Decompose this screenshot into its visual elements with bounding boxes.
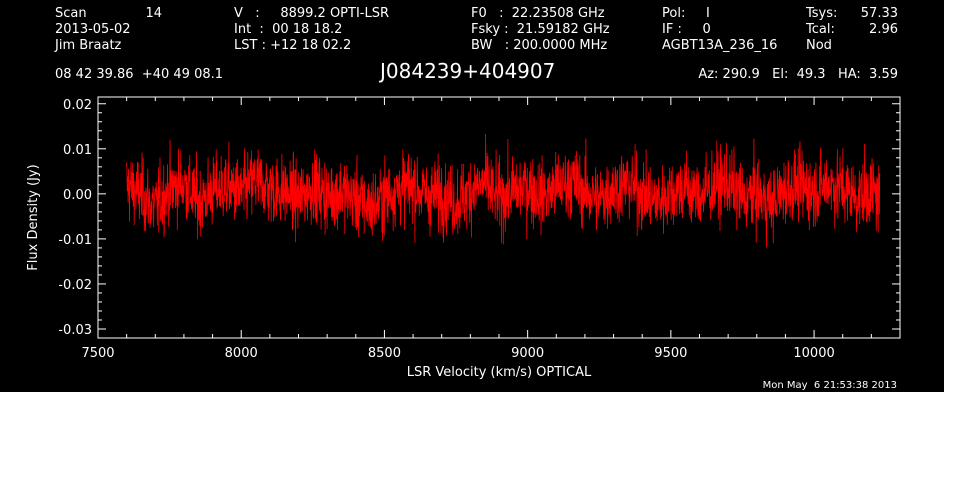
tcal-label: Tcal: (806, 22, 835, 37)
spectrum-chart: 7500 8000 8500 9000 9500 10000 0.02 0.01 0.00 -0.… (26, 96, 901, 380)
plot-panel: Scan 14 2013-05-02 Jim Braatz 08 42 39.8… (0, 0, 944, 392)
x-axis-label: LSR Velocity (km/s) OPTICAL (407, 365, 592, 380)
scan-label: Scan (55, 6, 87, 21)
y-axis-label: Flux Density (Jy) (26, 164, 41, 270)
if-line: IF : 0 (662, 22, 711, 37)
x-tick-label: 9000 (511, 346, 544, 361)
plot-frame (97, 96, 901, 339)
scan-number: 14 (145, 6, 162, 21)
y-tick-label: 0.02 (63, 98, 92, 113)
observation-date: 2013-05-02 (55, 22, 131, 37)
x-tick-label: 8000 (225, 346, 258, 361)
sky-frequency-line: Fsky : 21.59182 GHz (471, 22, 610, 37)
rest-frequency-line: F0 : 22.23508 GHz (471, 6, 605, 21)
tsys-label: Tsys: (806, 6, 838, 21)
velocity-line: V : 8899.2 OPTI-LSR (234, 6, 390, 21)
x-tick-label: 10000 (793, 346, 834, 361)
lst-line: LST : +12 18 02.2 (234, 38, 352, 53)
observer-name: Jim Braatz (55, 38, 122, 53)
pointing-info: Az: 290.9 El: 49.3 HA: 3.59 (698, 67, 898, 82)
source-coordinates: 08 42 39.86 +40 49 08.1 (55, 67, 224, 82)
plot-timestamp: Mon May 6 21:53:38 2013 (762, 380, 897, 391)
y-tick-label: -0.02 (58, 278, 92, 293)
y-tick-label: -0.03 (58, 323, 92, 338)
y-tick-label: 0.00 (63, 188, 92, 203)
integration-line: Int : 00 18 18.2 (234, 22, 343, 37)
tcal-value: 2.96 (869, 22, 898, 37)
x-tick-label: 8500 (368, 346, 401, 361)
project-id: AGBT13A_236_16 (662, 38, 778, 53)
x-tick-label: 7500 (81, 346, 114, 361)
x-tick-label: 9500 (654, 346, 687, 361)
y-tick-label: -0.01 (58, 233, 92, 248)
tsys-value: 57.33 (860, 6, 898, 21)
bandwidth-line: BW : 200.0000 MHz (471, 38, 608, 53)
observing-mode: Nod (806, 38, 832, 53)
source-name: J084239+404907 (380, 59, 556, 83)
polarization-line: Pol: I (662, 6, 710, 21)
y-tick-label: 0.01 (63, 143, 92, 158)
spectrum-trace (126, 133, 881, 248)
